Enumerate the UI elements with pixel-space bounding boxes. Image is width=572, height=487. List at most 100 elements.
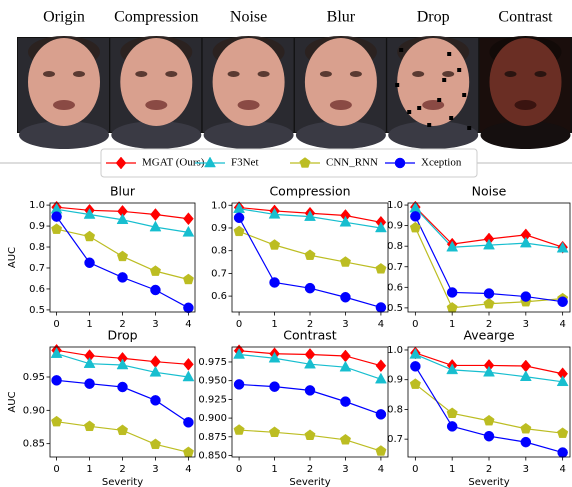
marker bbox=[269, 427, 279, 437]
face bbox=[28, 38, 100, 126]
marker bbox=[376, 302, 386, 312]
drop-square bbox=[417, 106, 421, 110]
mouth bbox=[238, 100, 260, 110]
figure: OriginCompressionNoiseBlurDropContrastMG… bbox=[0, 0, 572, 487]
marker bbox=[150, 395, 160, 405]
x-tick-label: 3 bbox=[523, 464, 529, 475]
marker bbox=[376, 263, 386, 273]
eye bbox=[442, 71, 454, 77]
marker bbox=[340, 397, 350, 407]
y-tick-label: 0.900 bbox=[198, 413, 227, 424]
x-tick-label: 4 bbox=[185, 464, 191, 475]
marker bbox=[118, 272, 128, 282]
marker bbox=[183, 358, 193, 370]
perturbation-label: Origin bbox=[43, 9, 85, 26]
x-tick-label: 4 bbox=[378, 319, 384, 330]
drop-square bbox=[437, 98, 441, 102]
drop-square bbox=[407, 110, 411, 114]
x-tick-label: 2 bbox=[486, 464, 492, 475]
legend-label: Xception bbox=[421, 157, 462, 169]
marker bbox=[305, 283, 315, 293]
marker bbox=[447, 408, 457, 418]
drop-square bbox=[462, 93, 466, 97]
marker bbox=[84, 421, 94, 431]
perturbation-label: Noise bbox=[230, 9, 267, 26]
chart-title: Contrast bbox=[283, 328, 337, 343]
marker bbox=[410, 379, 420, 389]
x-tick-label: 2 bbox=[307, 464, 313, 475]
marker bbox=[447, 287, 457, 297]
eye bbox=[43, 71, 55, 77]
chart-title: Blur bbox=[110, 184, 136, 199]
face bbox=[213, 38, 285, 126]
y-tick-label: 0.9 bbox=[387, 221, 403, 232]
marker bbox=[183, 417, 193, 427]
x-tick-label: 3 bbox=[152, 464, 158, 475]
x-tick-label: 0 bbox=[53, 464, 59, 475]
x-axis-label: Severity bbox=[289, 477, 330, 487]
drop-square bbox=[467, 126, 471, 130]
marker bbox=[340, 361, 351, 371]
marker bbox=[150, 439, 160, 449]
marker bbox=[183, 274, 193, 284]
mouth bbox=[515, 100, 537, 110]
marker bbox=[183, 303, 193, 313]
y-tick-label: 0.85 bbox=[23, 439, 45, 450]
drop-square bbox=[447, 52, 451, 56]
marker bbox=[521, 437, 531, 447]
marker bbox=[376, 446, 386, 456]
perturbation-label: Compression bbox=[114, 9, 198, 26]
legend-label: CNN_RNN bbox=[326, 157, 378, 169]
marker bbox=[234, 226, 244, 236]
marker bbox=[376, 360, 386, 372]
perturbation-label: Drop bbox=[417, 9, 450, 26]
eye bbox=[320, 71, 332, 77]
marker bbox=[340, 292, 350, 302]
marker bbox=[410, 361, 420, 371]
chart: Blur0.50.60.70.80.91.001234AUC bbox=[7, 184, 195, 331]
y-tick-label: 0.975 bbox=[198, 357, 227, 368]
y-tick-label: 0.950 bbox=[198, 376, 227, 387]
eye bbox=[73, 71, 85, 77]
y-tick-label: 0.6 bbox=[29, 284, 45, 295]
y-tick-label: 1.0 bbox=[387, 200, 403, 211]
chart-title: Avearge bbox=[463, 328, 514, 343]
marker bbox=[410, 211, 420, 221]
eye bbox=[135, 71, 147, 77]
marker bbox=[520, 237, 531, 247]
x-tick-label: 1 bbox=[449, 464, 455, 475]
drop-square bbox=[399, 48, 403, 52]
marker bbox=[305, 430, 315, 440]
legend-marker bbox=[395, 158, 405, 168]
y-tick-label: 0.6 bbox=[211, 291, 227, 302]
drop-square bbox=[427, 123, 431, 127]
eye bbox=[505, 71, 517, 77]
legend-label: F3Net bbox=[231, 157, 259, 169]
mouth bbox=[145, 100, 167, 110]
marker bbox=[447, 421, 457, 431]
y-tick-label: 0.9 bbox=[211, 223, 227, 234]
x-tick-label: 4 bbox=[559, 319, 565, 330]
x-tick-label: 0 bbox=[412, 319, 418, 330]
marker bbox=[150, 285, 160, 295]
marker bbox=[234, 379, 244, 389]
marker bbox=[305, 250, 315, 260]
eye bbox=[258, 71, 270, 77]
x-tick-label: 1 bbox=[86, 319, 92, 330]
marker bbox=[85, 258, 95, 268]
y-tick-label: 1.0 bbox=[29, 200, 45, 211]
y-tick-label: 0.7 bbox=[211, 268, 227, 279]
y-axis-label: AUC bbox=[7, 247, 18, 268]
x-tick-label: 3 bbox=[342, 464, 348, 475]
marker bbox=[150, 266, 160, 276]
marker bbox=[484, 431, 494, 441]
marker bbox=[484, 366, 495, 376]
x-tick-label: 0 bbox=[53, 319, 59, 330]
y-tick-label: 0.8 bbox=[211, 246, 227, 257]
marker bbox=[558, 448, 568, 458]
y-tick-label: 0.7 bbox=[387, 262, 403, 273]
x-tick-label: 3 bbox=[342, 319, 348, 330]
y-tick-label: 0.6 bbox=[387, 282, 403, 293]
marker bbox=[340, 434, 350, 444]
